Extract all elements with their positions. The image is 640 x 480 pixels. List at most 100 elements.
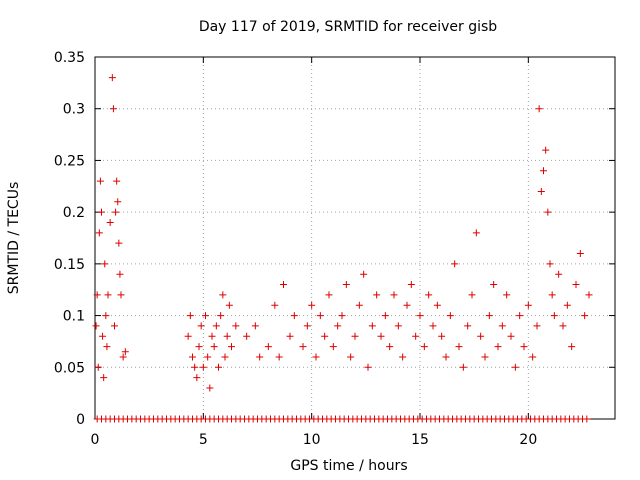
data-point <box>114 198 122 206</box>
data-point <box>204 353 212 361</box>
y-tick-label: 0.05 <box>54 360 85 376</box>
data-point <box>109 105 117 113</box>
data-point <box>104 291 112 299</box>
data-point <box>112 208 120 216</box>
data-point <box>464 322 472 330</box>
data-point <box>507 332 515 340</box>
data-point <box>583 415 591 423</box>
data-point <box>95 229 103 237</box>
data-point <box>93 291 101 299</box>
data-point <box>312 353 320 361</box>
grid <box>95 57 615 419</box>
data-point <box>503 291 511 299</box>
data-point <box>481 353 489 361</box>
data-point <box>210 343 218 351</box>
y-tick-label: 0 <box>76 412 85 428</box>
x-tick-label: 0 <box>91 432 100 448</box>
x-tick-label: 5 <box>199 432 208 448</box>
data-point <box>275 353 283 361</box>
data-point <box>364 363 372 371</box>
data-point <box>243 332 251 340</box>
data-point <box>101 260 109 268</box>
data-point <box>381 312 389 320</box>
data-point <box>100 374 108 382</box>
data-point <box>399 353 407 361</box>
data-point <box>563 301 571 309</box>
data-point <box>360 270 368 278</box>
y-tick-label: 0.15 <box>54 257 85 273</box>
data-point <box>215 363 222 371</box>
data-point <box>191 363 199 371</box>
data-point <box>368 322 376 330</box>
y-axis-title: SRMTID / TECUs <box>6 182 22 295</box>
data-point <box>533 322 541 330</box>
data-point <box>468 291 476 299</box>
data-point <box>108 74 116 82</box>
data-point <box>455 343 463 351</box>
data-point <box>585 291 593 299</box>
data-point <box>516 312 524 320</box>
data-point <box>403 301 411 309</box>
data-point <box>119 353 127 361</box>
data-point <box>438 332 446 340</box>
data-point <box>92 322 100 330</box>
data-point <box>186 312 194 320</box>
y-tick-label: 0.2 <box>63 205 85 221</box>
data-point <box>219 291 227 299</box>
data-point <box>225 301 233 309</box>
data-point <box>189 353 196 361</box>
data-point <box>103 343 111 351</box>
data-point <box>347 353 355 361</box>
data-point <box>498 322 506 330</box>
x-axis-title: GPS time / hours <box>290 458 407 474</box>
data-point <box>98 208 105 216</box>
data-point <box>221 353 229 361</box>
data-point <box>199 363 207 371</box>
data-point <box>548 291 556 299</box>
data-point <box>442 353 450 361</box>
data-point <box>576 250 584 258</box>
data-point <box>490 281 498 289</box>
data-point <box>208 332 216 340</box>
data-point <box>197 322 205 330</box>
data-point <box>280 281 287 289</box>
data-point <box>99 332 107 340</box>
data-point <box>256 353 264 361</box>
data-point <box>286 332 294 340</box>
data-point <box>325 291 333 299</box>
data-point <box>494 343 502 351</box>
data-point <box>581 312 589 320</box>
data-point <box>416 312 424 320</box>
x-tick-label: 20 <box>519 432 537 448</box>
data-point <box>195 343 203 351</box>
chart-title: Day 117 of 2019, SRMTID for receiver gis… <box>199 19 497 35</box>
data-point <box>94 363 102 371</box>
data-point <box>117 291 125 299</box>
data-point <box>193 374 201 382</box>
x-tick-label: 15 <box>411 432 429 448</box>
data-point <box>223 332 231 340</box>
data-point <box>355 301 363 309</box>
data-point <box>394 322 402 330</box>
data-point <box>232 322 240 330</box>
data-point <box>524 301 532 309</box>
data-point <box>290 312 298 320</box>
data-point <box>511 363 519 371</box>
data-point <box>572 281 580 289</box>
data-point <box>329 343 337 351</box>
data-point <box>390 291 398 299</box>
data-point <box>485 312 493 320</box>
data-point <box>102 312 110 320</box>
data-point <box>271 301 279 309</box>
data-point <box>377 332 385 340</box>
data-point <box>446 312 454 320</box>
data-point <box>342 281 350 289</box>
data-point <box>550 312 558 320</box>
data-point <box>111 322 118 330</box>
data-point <box>546 260 554 268</box>
data-point <box>228 343 235 351</box>
data-point <box>537 187 545 195</box>
data-point <box>299 343 307 351</box>
